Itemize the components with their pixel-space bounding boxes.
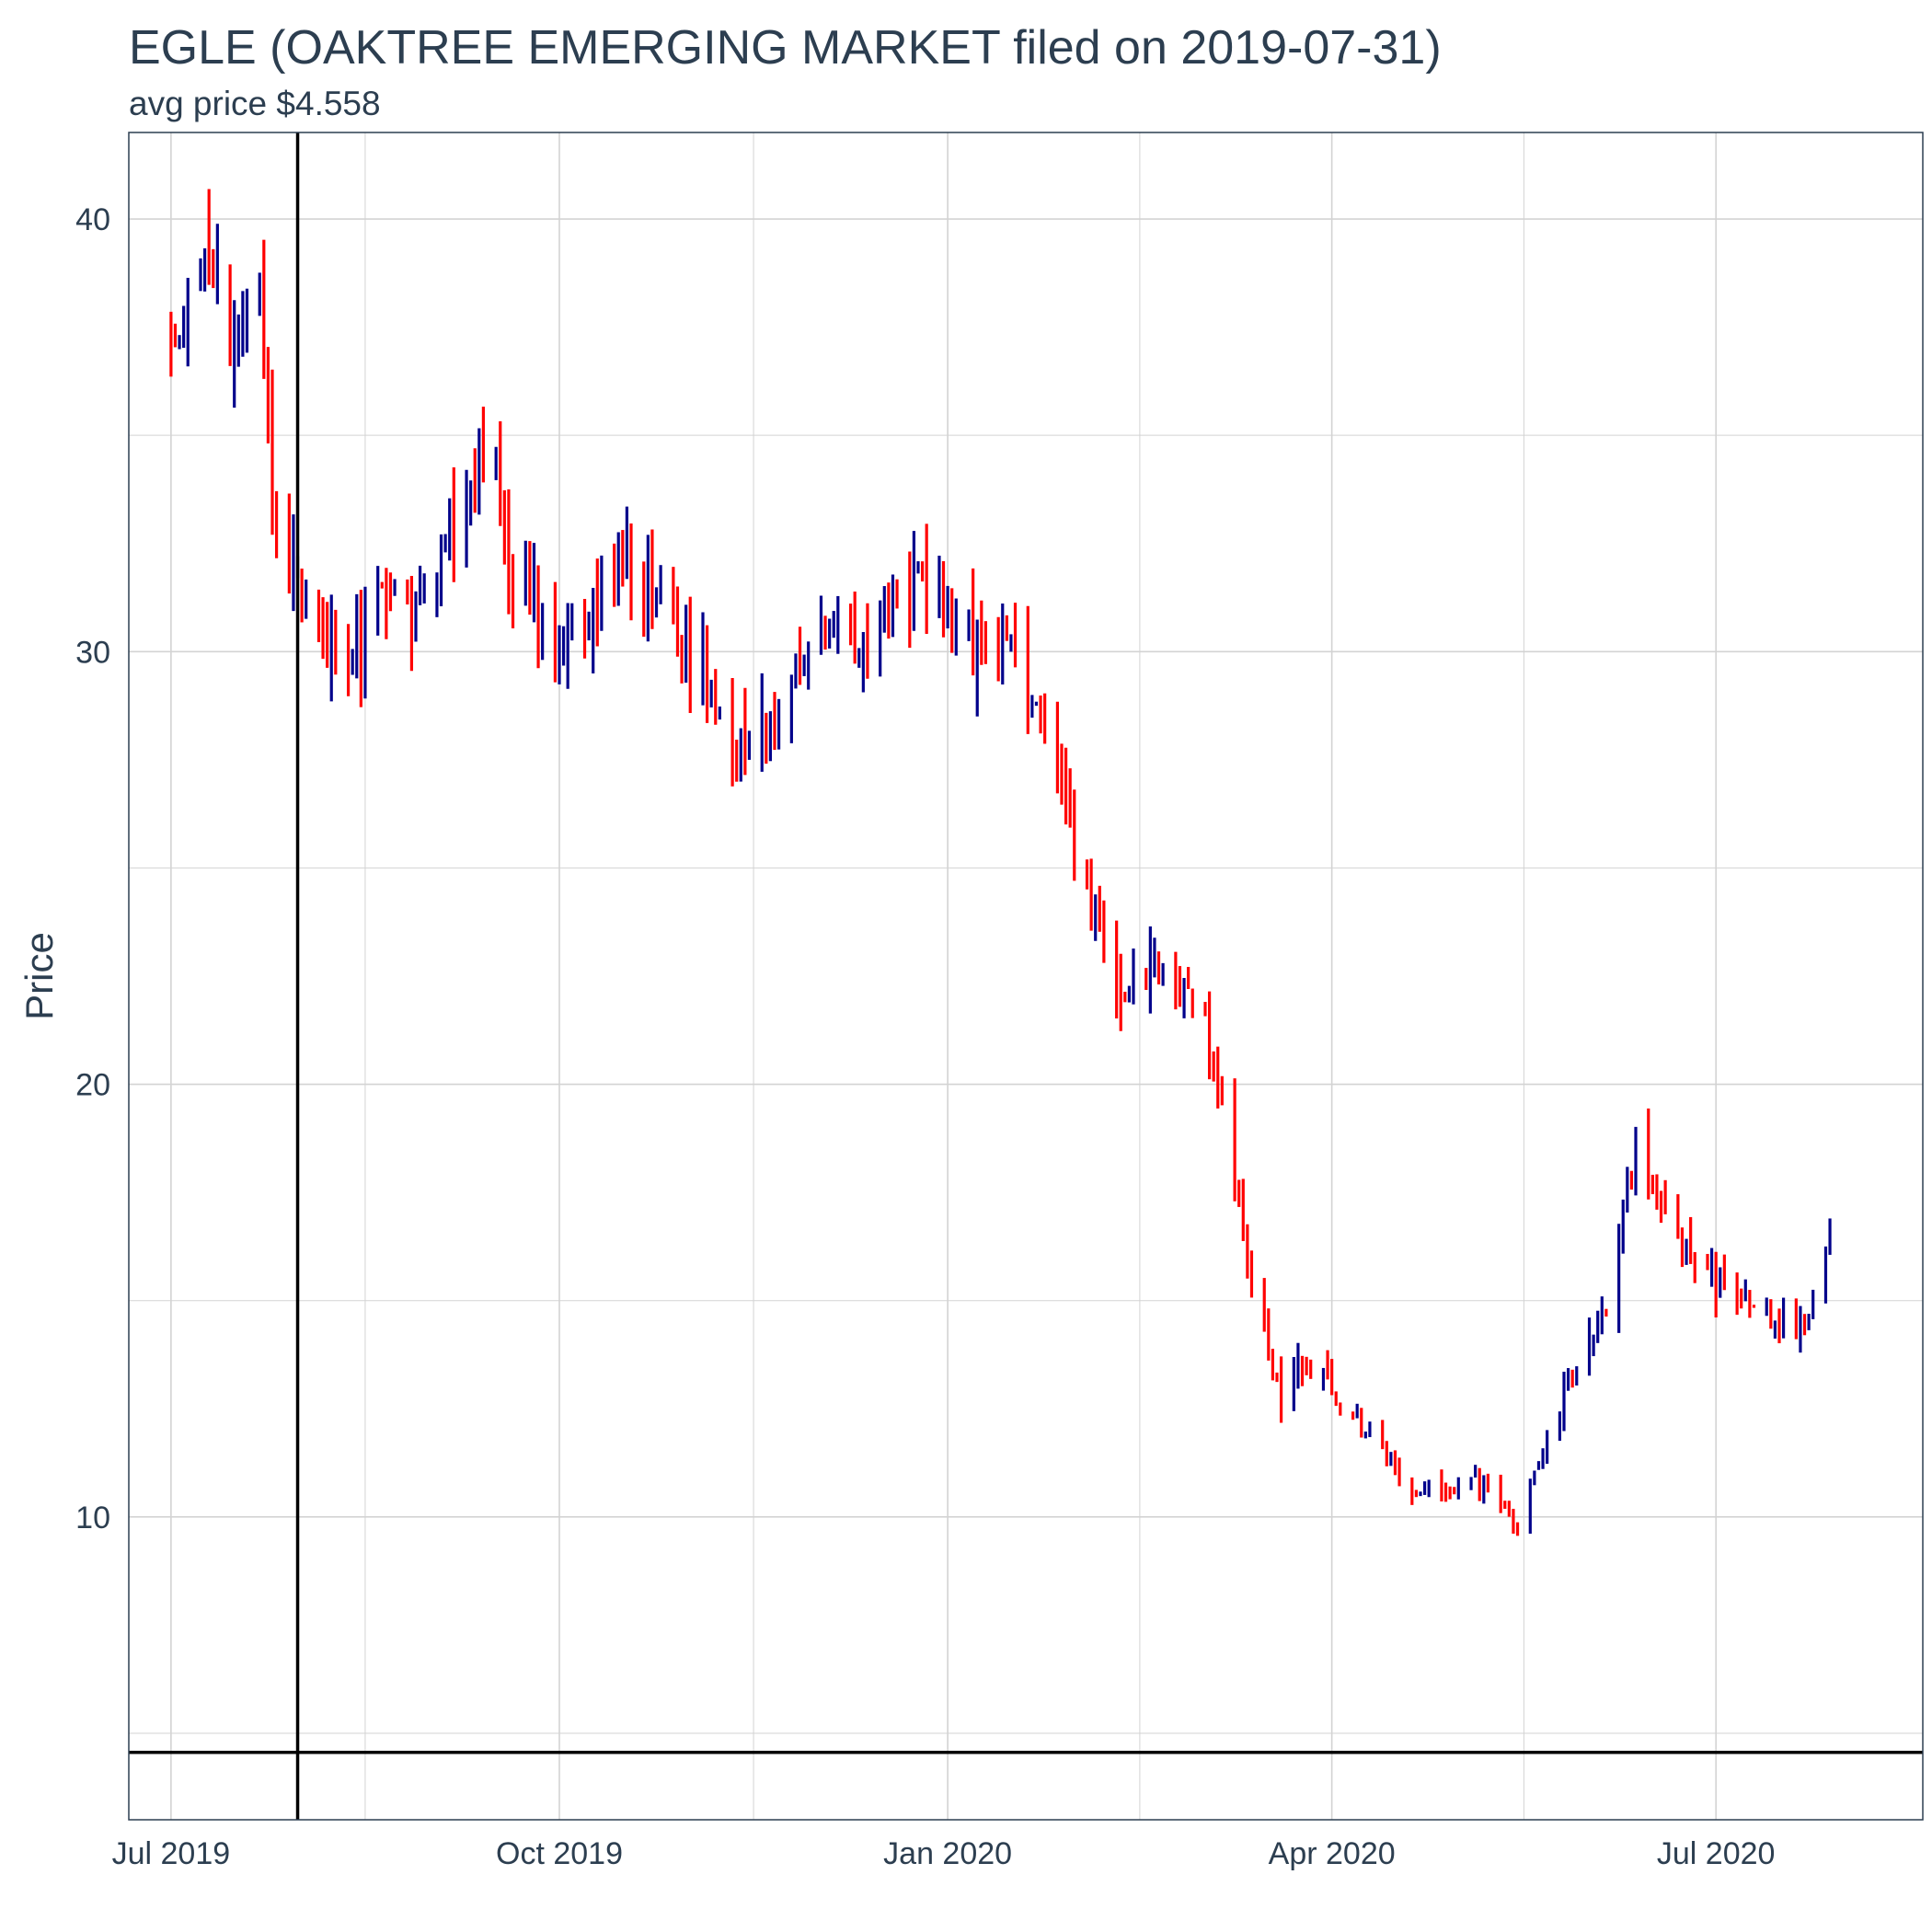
x-tick-label: Oct 2019: [496, 1836, 623, 1871]
y-tick-label: 40: [75, 202, 110, 237]
grid-lines: [129, 132, 1923, 1820]
x-tick-label: Jul 2020: [1657, 1836, 1776, 1871]
chart-title: EGLE (OAKTREE EMERGING MARKET filed on 2…: [129, 21, 1442, 75]
y-axis: 10 20 30 40: [75, 202, 110, 1535]
y-tick-label: 20: [75, 1068, 110, 1103]
plot-border: [128, 132, 1924, 1821]
y-axis-title: Price: [17, 932, 61, 1020]
x-tick-label: Jul 2019: [112, 1836, 231, 1871]
ohlc-bars: [169, 189, 1832, 1536]
y-tick-label: 10: [75, 1501, 110, 1535]
x-axis: Jul 2019 Oct 2019 Jan 2020 Apr 2020 Jul 2020: [112, 1836, 1776, 1871]
chart-subtitle: avg price $4.558: [129, 85, 381, 122]
x-tick-label: Apr 2020: [1269, 1836, 1396, 1871]
x-tick-label: Jan 2020: [883, 1836, 1012, 1871]
y-tick-label: 30: [75, 635, 110, 670]
reference-lines: [129, 132, 1923, 1820]
